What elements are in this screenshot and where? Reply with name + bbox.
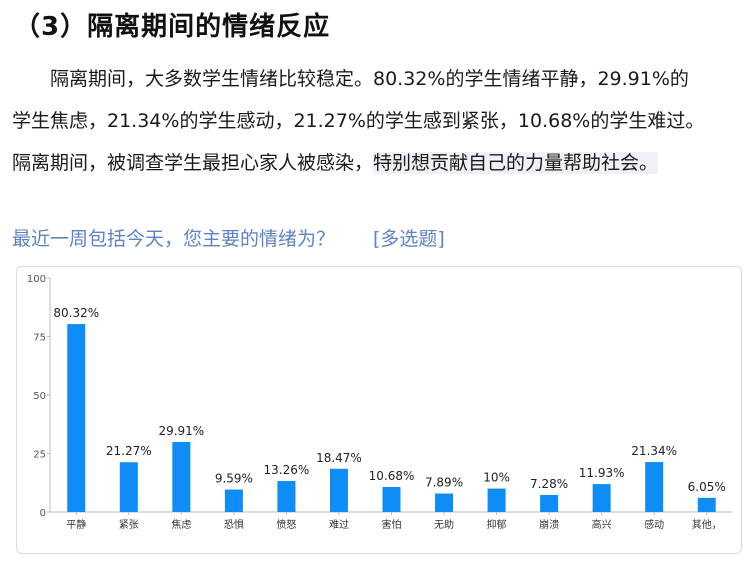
bar-value-label: 13.26% [264,463,310,477]
x-tick-label: 无助 [434,518,454,531]
bar-10 [592,484,611,512]
y-tick-label: 25 [33,450,46,461]
bar-value-label: 21.27% [106,444,152,458]
question-text: 最近一周包括今天，您主要的情绪为？ [12,228,336,250]
y-tick-label: 50 [33,391,46,402]
bar-value-label: 10.68% [369,469,415,483]
bar-3 [224,489,243,512]
bar-value-label: 7.28% [530,477,568,491]
x-tick-label: 恐惧 [224,519,244,531]
bar-value-label: 18.47% [316,451,362,465]
x-tick-label: 感动 [644,518,664,531]
bar-4 [277,480,296,512]
survey-question: 最近一周包括今天，您主要的情绪为？ [多选题] [12,224,445,251]
x-tick-label: 愤怒 [276,518,296,531]
x-tick-label: 高兴 [592,518,612,531]
paragraph-line-2: 学生焦虑，21.34%的学生感动，21.27%的学生感到紧张，10.68%的学生… [12,110,705,132]
bar-value-label: 21.34% [631,444,677,458]
x-tick-label: 抑郁 [487,518,507,531]
bar-chart: 0 25 50 75 100 80.32% 平静 21.27% 紧张 29.91% 焦虑 9.59% 恐… [27,274,733,531]
x-tick-label: 其他， [692,518,722,531]
bar-2 [172,442,191,512]
bar-value-label: 80.32% [53,306,99,320]
y-tick-label: 0 [40,508,46,519]
bar-8 [487,488,506,512]
y-tick-label: 100 [27,274,46,285]
bar-9 [540,494,559,512]
paragraph-line-3: 隔离期间，被调查学生最担心家人被感染，特别想贡献自己的力量帮助社会。 [12,142,746,184]
x-tick-label: 害怕 [382,518,402,531]
bar-value-label: 6.05% [688,480,726,494]
paragraph-line-3-highlight: 特别想贡献自己的力量帮助社会。 [373,152,659,174]
bar-11 [645,462,664,512]
section-heading: （3）隔离期间的情绪反应 [14,12,331,42]
x-tick-label: 难过 [329,518,349,531]
bar-value-label: 10% [483,471,510,485]
summary-paragraph: 隔离期间，大多数学生情绪比较稳定。80.32%的学生情绪平静，29.91%的 学… [12,58,746,184]
paragraph-line-1: 隔离期间，大多数学生情绪比较稳定。80.32%的学生情绪平静，29.91%的 [50,68,689,90]
bar-6 [382,487,401,512]
bar-7 [435,493,454,512]
bar-value-label: 9.59% [215,472,253,486]
paragraph-line-3-part-a: 隔离期间，被调查学生最担心家人被感染， [12,152,374,174]
x-tick-label: 平静 [66,518,86,531]
bar-value-label: 29.91% [158,424,204,438]
bar-12 [697,497,716,512]
x-tick-label: 焦虑 [171,518,191,531]
bar-5 [329,468,348,512]
bar-1 [119,462,138,512]
bar-value-label: 7.89% [425,476,463,490]
x-tick-label: 紧张 [119,519,139,531]
chart-container: 0 25 50 75 100 80.32% 平静 21.27% 紧张 29.91% 焦虑 9.59% 恐… [16,266,742,554]
x-tick-label: 崩溃 [539,518,559,531]
bar-0 [67,324,86,512]
bar-value-label: 11.93% [579,466,625,480]
y-tick-label: 75 [33,333,46,344]
question-type-tag: [多选题] [373,228,445,250]
